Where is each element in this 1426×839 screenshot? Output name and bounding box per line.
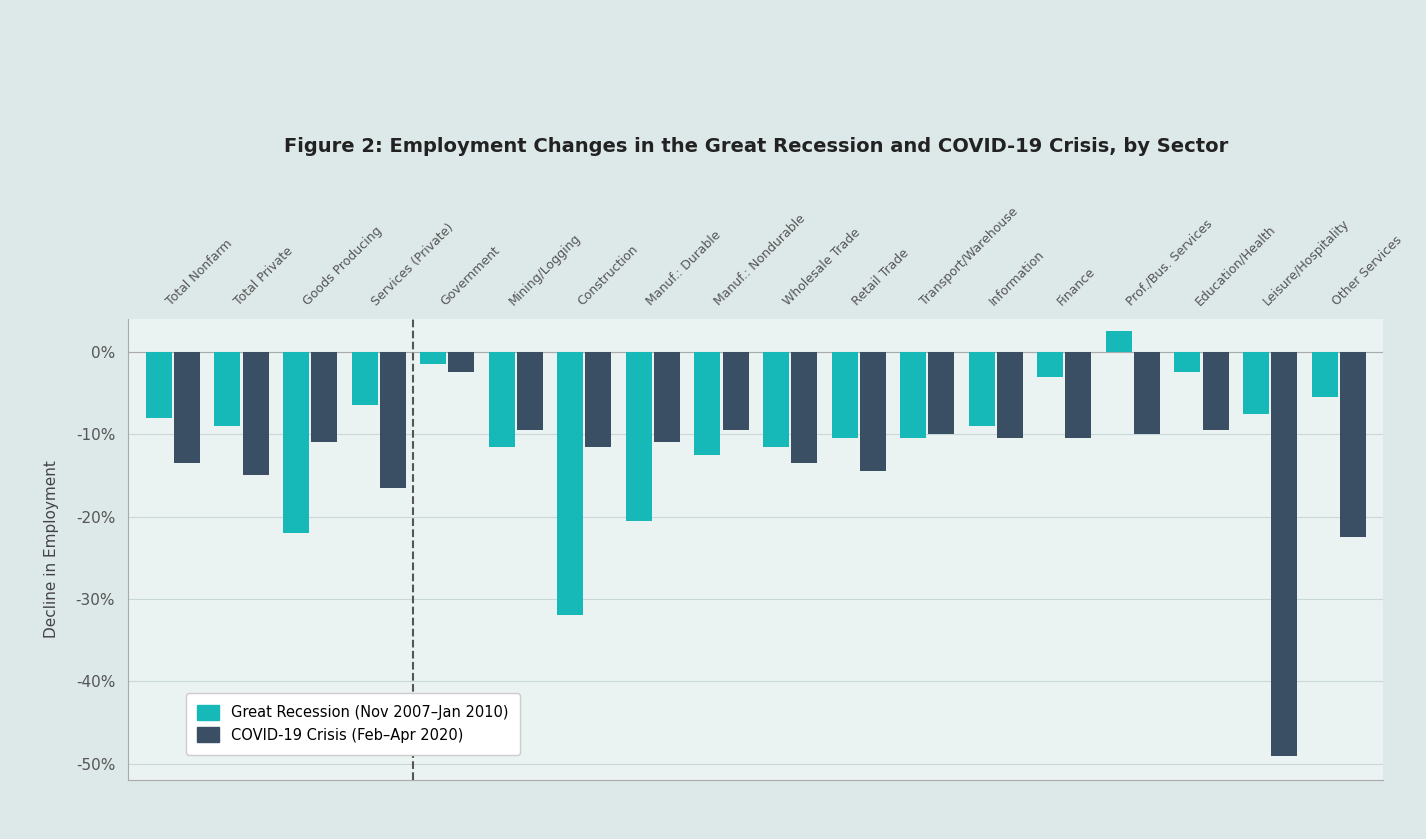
Bar bbox=[448, 352, 475, 373]
Bar bbox=[379, 352, 406, 487]
Bar bbox=[1202, 352, 1229, 430]
Bar bbox=[242, 352, 268, 476]
Legend: Great Recession (Nov 2007–Jan 2010), COVID-19 Crisis (Feb–Apr 2020): Great Recession (Nov 2007–Jan 2010), COV… bbox=[185, 693, 520, 754]
Bar bbox=[1312, 352, 1338, 397]
Bar bbox=[1243, 352, 1269, 414]
Bar bbox=[352, 352, 378, 405]
Bar bbox=[489, 352, 515, 446]
Bar bbox=[763, 352, 789, 446]
Y-axis label: Decline in Employment: Decline in Employment bbox=[44, 461, 58, 638]
Bar bbox=[516, 352, 543, 430]
Bar bbox=[860, 352, 886, 472]
Bar bbox=[558, 352, 583, 616]
Bar bbox=[791, 352, 817, 463]
Bar bbox=[311, 352, 337, 442]
Bar bbox=[928, 352, 954, 435]
Bar bbox=[282, 352, 309, 533]
Bar bbox=[586, 352, 612, 446]
Bar bbox=[1339, 352, 1366, 537]
Bar bbox=[421, 352, 446, 364]
Bar bbox=[145, 352, 173, 418]
Bar bbox=[1271, 352, 1298, 756]
Title: Figure 2: Employment Changes in the Great Recession and COVID-19 Crisis, by Sect: Figure 2: Employment Changes in the Grea… bbox=[284, 137, 1228, 156]
Bar bbox=[174, 352, 200, 463]
Bar bbox=[1175, 352, 1201, 373]
Bar bbox=[1065, 352, 1091, 438]
Bar bbox=[214, 352, 241, 426]
Bar bbox=[968, 352, 995, 426]
Bar bbox=[1105, 331, 1132, 352]
Bar bbox=[626, 352, 652, 521]
Bar bbox=[655, 352, 680, 442]
Bar bbox=[1037, 352, 1064, 377]
Bar bbox=[831, 352, 857, 438]
Bar bbox=[694, 352, 720, 455]
Bar bbox=[1134, 352, 1159, 435]
Bar bbox=[997, 352, 1022, 438]
Bar bbox=[900, 352, 925, 438]
Bar bbox=[723, 352, 749, 430]
